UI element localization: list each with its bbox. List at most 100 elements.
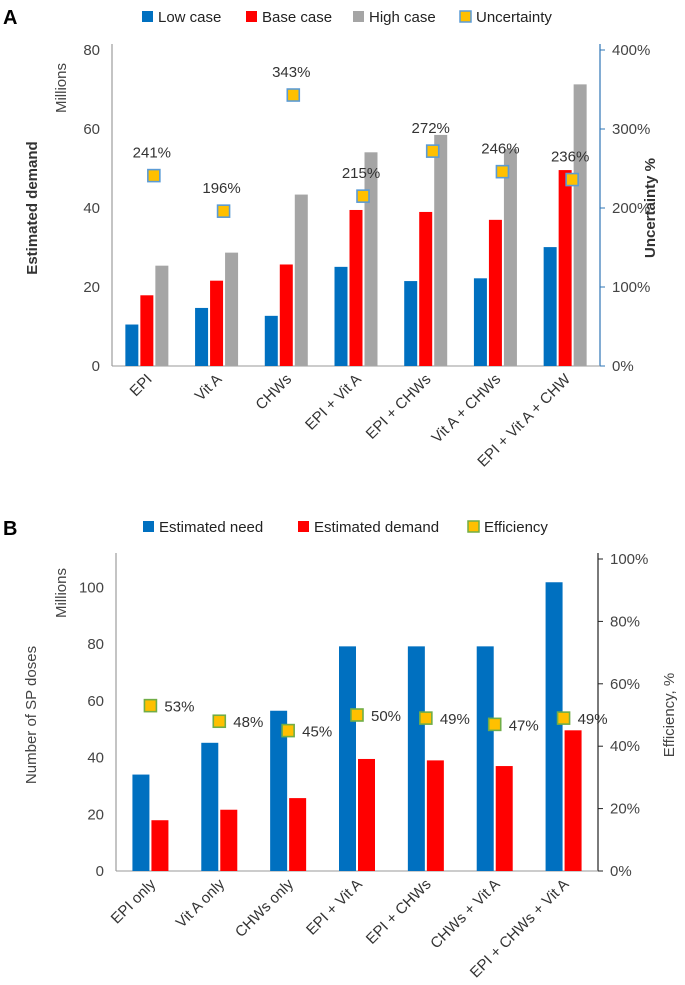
bar-high-case	[364, 152, 378, 366]
bar-estimated-demand	[220, 809, 238, 871]
y-tick-label: 0	[92, 358, 100, 375]
bar-estimated-need	[201, 742, 219, 871]
legend-item: Base case	[246, 9, 332, 26]
marker-efficiency	[556, 711, 571, 725]
marker-uncertainty	[216, 204, 231, 218]
x-category-label: EPI only	[108, 875, 160, 927]
bar-high-case	[434, 134, 448, 366]
bar-high-case	[573, 84, 587, 367]
y-tick-label: 20	[87, 806, 104, 823]
legend-swatch-uncertainty	[459, 10, 472, 23]
marker-uncertainty	[495, 164, 510, 179]
data-label: 236%	[551, 149, 589, 166]
legend-label: Estimated demand	[314, 519, 439, 536]
bar-estimated-need	[270, 710, 288, 871]
data-label: 246%	[481, 141, 519, 158]
legend-label: Low case	[158, 9, 221, 26]
bar-estimated-need	[545, 582, 563, 871]
marker-efficiency	[212, 714, 227, 729]
bar-estimated-need	[132, 774, 150, 871]
x-category-label: EPI + Vit A	[302, 371, 365, 434]
data-label: 50%	[371, 708, 401, 725]
y2-tick-label: 300%	[612, 121, 650, 138]
y2-tick-label: 200%	[612, 200, 650, 217]
y-tick-label: 100	[79, 579, 104, 596]
legend-item: Estimated demand	[298, 519, 439, 536]
marker-uncertainty	[286, 88, 301, 102]
y2-axis-title: Efficiency, %	[661, 673, 678, 757]
y2-tick-label: 20%	[610, 801, 640, 818]
chart-b: Estimated need Estimated demand Efficiency…	[23, 519, 678, 981]
bar-estimated-demand	[289, 798, 307, 871]
data-label: 53%	[164, 699, 194, 716]
data-label: 49%	[440, 711, 470, 728]
y-axis-unit-label: Millions	[53, 568, 70, 618]
bar-estimated-demand	[495, 766, 513, 871]
data-label: 47%	[509, 717, 539, 734]
x-category-label: CHWs + Vit A	[427, 876, 503, 952]
marker-efficiency	[487, 717, 502, 732]
bar-high-case	[225, 252, 239, 366]
legend-item: Estimated need	[143, 519, 263, 536]
x-category-label: EPI + CHWs	[363, 876, 435, 948]
panel-label-a: A	[3, 7, 17, 29]
bar-base-case	[140, 295, 154, 366]
marker-efficiency	[419, 711, 433, 725]
bar-estimated-need	[339, 646, 356, 871]
legend-swatch-efficiency	[467, 520, 480, 533]
bar-estimated-demand	[564, 730, 582, 871]
bar-estimated-need	[407, 646, 425, 871]
bar-base-case	[419, 211, 433, 366]
data-label: 272%	[412, 120, 450, 137]
legend-item: Efficiency	[467, 519, 548, 536]
bar-low-case	[195, 307, 209, 366]
y-tick-label: 0	[96, 863, 104, 880]
x-category-label: EPI + CHWs	[363, 371, 435, 443]
legend-item: Uncertainty	[459, 9, 552, 26]
bar-high-case	[503, 149, 517, 366]
bar-base-case	[279, 264, 293, 366]
legend-swatch-base-case	[246, 11, 257, 22]
y-tick-label: 20	[83, 279, 100, 296]
y2-tick-label: 100%	[612, 279, 650, 296]
data-label: 45%	[302, 724, 332, 741]
data-label: 196%	[202, 180, 240, 197]
marker-uncertainty	[356, 189, 370, 203]
legend-swatch-high-case	[353, 11, 364, 22]
bar-high-case	[294, 194, 308, 366]
bar-low-case	[543, 247, 557, 366]
bar-low-case	[125, 324, 139, 366]
y2-tick-label: 0%	[612, 358, 634, 375]
y-tick-label: 60	[83, 121, 100, 138]
bar-low-case	[404, 281, 418, 366]
bar-base-case	[210, 280, 224, 366]
x-category-label: CHWs only	[232, 875, 297, 940]
data-label: 241%	[133, 145, 171, 162]
y-tick-label: 40	[87, 750, 104, 767]
y-axis-title: Estimated demand	[24, 141, 41, 274]
x-category-label: Vit A only	[173, 875, 229, 931]
y2-tick-label: 40%	[610, 738, 640, 755]
y2-tick-label: 60%	[610, 676, 640, 693]
marker-uncertainty	[425, 144, 440, 158]
legend-item: Low case	[142, 9, 221, 26]
y-tick-label: 80	[87, 636, 104, 653]
legend-swatch-estimated-demand	[298, 521, 309, 532]
x-category-label: Vit A + CHWs	[428, 371, 504, 447]
bar-low-case	[264, 315, 278, 366]
x-category-label: EPI	[127, 371, 156, 400]
bar-estimated-need	[476, 646, 494, 871]
y-axis-unit-label: Millions	[53, 63, 70, 113]
data-label: 215%	[342, 165, 380, 182]
data-label: 48%	[233, 714, 263, 731]
x-category-label: Vit A	[192, 371, 226, 405]
bar-low-case	[334, 266, 348, 366]
legend-label: Estimated need	[159, 519, 263, 536]
chart-a: Low case Base case High case Uncertainty 0 20…	[24, 9, 659, 470]
marker-efficiency	[143, 698, 158, 713]
y-tick-label: 80	[83, 42, 100, 59]
bar-estimated-demand	[358, 758, 375, 871]
data-label: 49%	[578, 711, 608, 728]
bar-estimated-demand	[151, 820, 169, 871]
